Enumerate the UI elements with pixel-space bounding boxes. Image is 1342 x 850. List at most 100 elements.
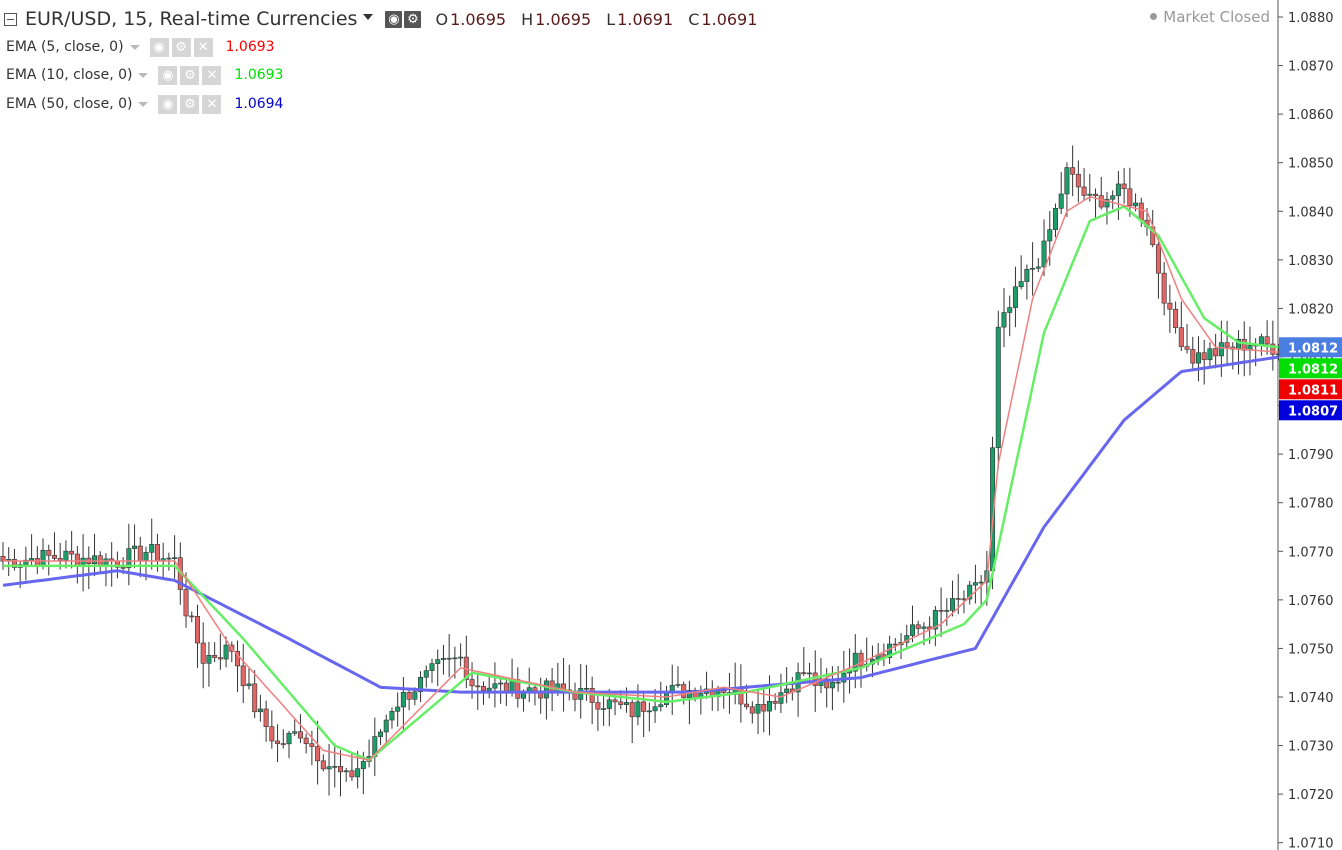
candle-up <box>1024 268 1030 282</box>
gear-icon[interactable]: ⚙ <box>404 10 422 28</box>
candle-up <box>332 766 338 768</box>
candle-up <box>395 706 401 712</box>
candle-up <box>292 731 298 734</box>
candle-down <box>320 760 326 770</box>
candle-down <box>612 699 618 703</box>
candle-up <box>360 761 366 769</box>
candle-up <box>1064 167 1070 195</box>
eye-icon[interactable]: ◉ <box>158 65 178 85</box>
y-tick-label: 1.0850 <box>1288 157 1334 172</box>
candle-up <box>658 704 664 708</box>
candle-up <box>835 681 841 684</box>
candle-up <box>543 680 549 699</box>
candle-up <box>1218 342 1224 357</box>
candle-up <box>149 544 155 553</box>
close-icon[interactable]: ✕ <box>202 65 222 85</box>
candle-down <box>1213 348 1219 357</box>
candle-up <box>1133 202 1139 207</box>
candle-down <box>532 687 538 692</box>
candle-down <box>120 566 126 569</box>
last-price-label: 1.0812 <box>1288 362 1338 377</box>
symbol-title[interactable]: EUR/USD, 15, Real-time Currencies <box>25 8 358 30</box>
candle-down <box>1201 352 1207 361</box>
candle-down <box>297 731 303 739</box>
candle-down <box>217 657 223 660</box>
candle-up <box>92 555 98 565</box>
candle-down <box>280 743 286 745</box>
candle-up <box>389 710 395 721</box>
candle-up <box>1207 348 1213 361</box>
close-icon[interactable]: ✕ <box>193 37 213 57</box>
chevron-down-icon[interactable] <box>138 101 149 107</box>
candle-down <box>252 683 258 713</box>
candle-up <box>63 550 69 561</box>
candle-up <box>166 557 172 560</box>
candle-down <box>1121 183 1127 190</box>
candle-down <box>303 737 309 744</box>
chevron-down-icon[interactable] <box>363 14 374 20</box>
y-tick-label: 1.0790 <box>1288 448 1334 463</box>
candle-down <box>1173 308 1179 328</box>
y-tick-label: 1.0710 <box>1288 837 1334 850</box>
candle-down <box>1224 342 1230 348</box>
indicator-ema-10[interactable]: EMA (10, close, 0) ◉ ⚙ ✕ 1.0693 <box>6 64 283 86</box>
candle-up <box>1052 208 1058 230</box>
candle-down <box>475 685 481 688</box>
candle-down <box>749 706 755 714</box>
close-icon[interactable]: ✕ <box>202 94 222 114</box>
candle-up <box>1007 307 1013 313</box>
candle-up <box>646 710 652 713</box>
market-status-text: Market Closed <box>1163 8 1270 26</box>
candle-up <box>29 558 35 561</box>
ema-5-line <box>3 195 1279 761</box>
candle-up <box>995 326 1001 449</box>
candle-up <box>1030 268 1036 270</box>
candle-down <box>212 654 218 658</box>
collapse-icon[interactable] <box>4 12 17 26</box>
indicator-label[interactable]: EMA (50, close, 0) <box>6 96 133 112</box>
indicator-ema-50[interactable]: EMA (50, close, 0) ◉ ⚙ ✕ 1.0694 <box>6 93 283 115</box>
candle-up <box>400 691 406 708</box>
candle-up <box>412 691 418 700</box>
gear-icon[interactable]: ⚙ <box>180 65 200 85</box>
candle-down <box>200 642 206 664</box>
candle-down <box>1190 349 1196 364</box>
chevron-down-icon[interactable] <box>129 44 140 50</box>
candle-up <box>755 704 761 714</box>
candle-down <box>57 558 63 561</box>
gear-icon[interactable]: ⚙ <box>180 94 200 114</box>
candle-up <box>440 658 446 660</box>
eye-icon[interactable]: ◉ <box>158 94 178 114</box>
candle-down <box>1070 167 1076 175</box>
candle-up <box>778 692 784 704</box>
candle-down <box>11 559 17 568</box>
eye-icon[interactable]: ◉ <box>385 10 403 28</box>
indicator-label[interactable]: EMA (10, close, 0) <box>6 67 133 83</box>
candle-up <box>206 654 212 664</box>
indicator-value: 1.0693 <box>225 39 275 55</box>
y-tick-label: 1.0770 <box>1288 545 1334 560</box>
candle-down <box>194 616 200 644</box>
gear-icon[interactable]: ⚙ <box>171 37 191 57</box>
chevron-down-icon[interactable] <box>138 72 149 78</box>
eye-icon[interactable]: ◉ <box>149 37 169 57</box>
candle-down <box>629 702 635 718</box>
candle-down <box>1184 346 1190 350</box>
candle-up <box>446 657 452 660</box>
indicator-label[interactable]: EMA (5, close, 0) <box>6 39 124 55</box>
candle-up <box>1001 312 1007 328</box>
candle-up <box>452 657 458 660</box>
candle-up <box>950 598 956 611</box>
candle-up <box>326 766 332 770</box>
candle-up <box>606 699 612 709</box>
candle-down <box>1161 272 1167 304</box>
candle-up <box>286 732 292 745</box>
candle-up <box>435 659 441 664</box>
candle-down <box>189 615 195 618</box>
indicator-ema-5[interactable]: EMA (5, close, 0) ◉ ⚙ ✕ 1.0693 <box>6 36 275 58</box>
candle-up <box>909 624 915 636</box>
candle-down <box>641 701 647 712</box>
candle-up <box>429 663 435 671</box>
